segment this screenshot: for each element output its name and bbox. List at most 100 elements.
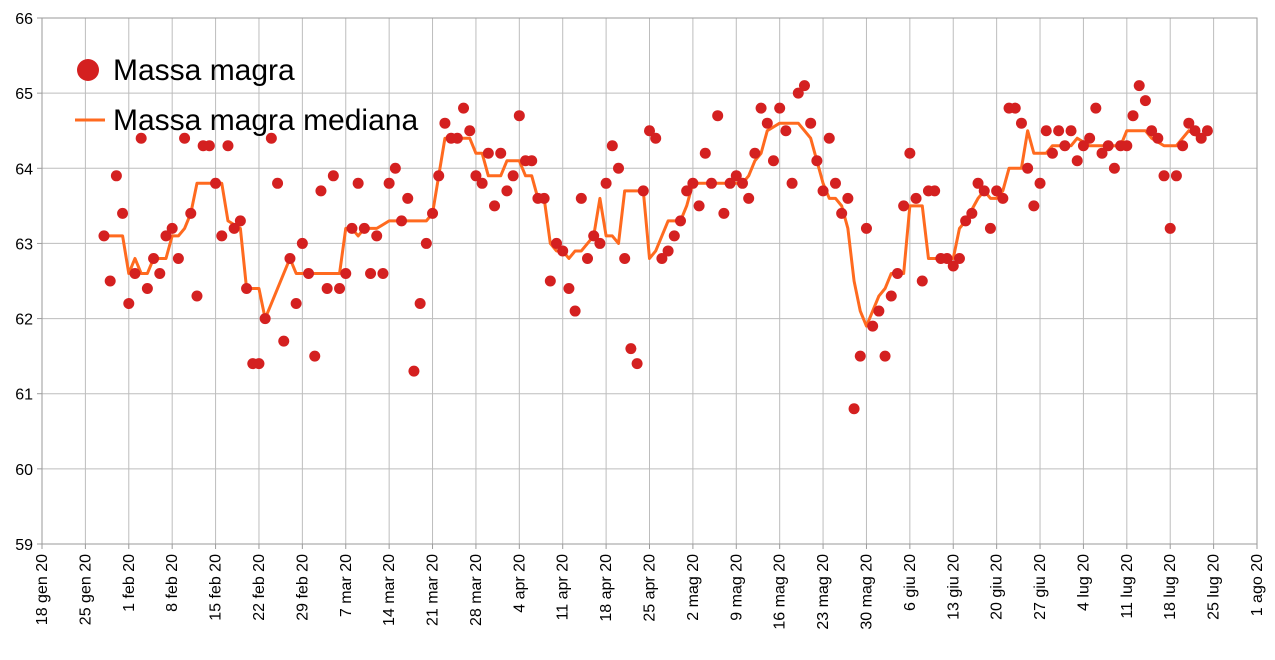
- data-point: [321, 283, 333, 295]
- data-point: [228, 222, 240, 234]
- data-point: [898, 200, 910, 212]
- data-point: [668, 230, 680, 242]
- data-point: [1146, 125, 1158, 137]
- series-line-massa-magra-mediana: [103, 121, 1209, 328]
- data-point: [600, 177, 612, 189]
- x-tick-label: 25 lug 20: [1206, 554, 1223, 620]
- data-point: [104, 275, 116, 287]
- data-point: [365, 267, 377, 279]
- x-tick-label: 1 feb 20: [121, 554, 138, 612]
- x-tick-label: 18 lug 20: [1162, 554, 1179, 620]
- data-point: [191, 290, 203, 302]
- y-tick-label: 60: [15, 462, 33, 479]
- data-point: [606, 140, 618, 152]
- y-tick-label: 66: [15, 11, 33, 28]
- x-tick-label: 1 ago 20: [1249, 554, 1266, 616]
- data-point: [110, 170, 122, 182]
- data-point: [805, 117, 817, 129]
- data-point: [1152, 132, 1164, 144]
- data-point: [290, 298, 302, 310]
- axes: 59 60 61 62 63 64 65 66 18 gen 20 25 gen 20 1 feb …: [15, 11, 1266, 630]
- data-point: [588, 230, 600, 242]
- data-point: [1028, 200, 1040, 212]
- data-point: [259, 313, 271, 325]
- data-point: [1059, 140, 1071, 152]
- data-point: [1077, 140, 1089, 152]
- data-point: [210, 177, 222, 189]
- data-point: [470, 170, 482, 182]
- data-point: [284, 252, 296, 264]
- data-point: [625, 343, 637, 355]
- data-point: [1090, 102, 1102, 114]
- data-point: [867, 320, 879, 332]
- x-tick-label: 20 giu 20: [989, 554, 1006, 620]
- data-point: [767, 155, 779, 167]
- x-tick-label: 18 apr 20: [598, 554, 615, 622]
- data-point: [792, 87, 804, 99]
- data-point: [1022, 162, 1034, 174]
- x-tick-label: 21 mar 20: [425, 554, 442, 626]
- data-point: [1108, 162, 1120, 174]
- data-point: [389, 162, 401, 174]
- x-tick-label: 13 giu 20: [945, 554, 962, 620]
- data-point: [1040, 125, 1052, 137]
- data-point: [241, 283, 253, 295]
- data-point: [594, 237, 606, 249]
- data-point: [334, 283, 346, 295]
- data-point: [172, 252, 184, 264]
- data-point: [551, 237, 563, 249]
- data-point: [272, 177, 284, 189]
- data-point: [916, 275, 928, 287]
- x-tick-label: 2 mag 20: [685, 554, 702, 621]
- data-point: [718, 207, 730, 219]
- data-point: [674, 215, 686, 227]
- data-point: [953, 252, 965, 264]
- data-point: [346, 222, 358, 234]
- data-point: [160, 230, 172, 242]
- data-point: [811, 155, 823, 167]
- data-point: [458, 102, 470, 114]
- legend-marker-points: [77, 59, 99, 81]
- data-point: [848, 403, 860, 415]
- data-point: [1065, 125, 1077, 137]
- data-point: [1015, 117, 1027, 129]
- data-point: [544, 275, 556, 287]
- data-point: [513, 110, 525, 122]
- data-point: [495, 147, 507, 159]
- data-point: [1133, 80, 1145, 92]
- data-point: [309, 350, 321, 362]
- x-tick-label: 6 giu 20: [902, 554, 919, 611]
- data-point: [730, 170, 742, 182]
- data-point: [997, 192, 1009, 204]
- data-point: [724, 177, 736, 189]
- data-point: [619, 252, 631, 264]
- data-point: [340, 267, 352, 279]
- data-point: [613, 162, 625, 174]
- data-point: [575, 192, 587, 204]
- data-point: [885, 290, 897, 302]
- data-point: [662, 245, 674, 257]
- y-tick-label: 62: [15, 312, 33, 329]
- data-point: [1177, 140, 1189, 152]
- data-point: [929, 185, 941, 197]
- data-point: [253, 358, 265, 370]
- data-point: [736, 177, 748, 189]
- data-point: [637, 185, 649, 197]
- x-tick-label: 11 lug 20: [1119, 554, 1136, 619]
- data-point: [135, 132, 147, 144]
- data-point: [960, 215, 972, 227]
- data-point: [1121, 140, 1133, 152]
- data-point: [129, 267, 141, 279]
- x-tick-label: 16 mag 20: [772, 554, 789, 630]
- data-point: [408, 365, 420, 377]
- data-point: [433, 170, 445, 182]
- data-point: [451, 132, 463, 144]
- data-point: [854, 350, 866, 362]
- data-point: [1096, 147, 1108, 159]
- data-point: [315, 185, 327, 197]
- data-point: [1009, 102, 1021, 114]
- data-point: [148, 252, 160, 264]
- data-point: [705, 177, 717, 189]
